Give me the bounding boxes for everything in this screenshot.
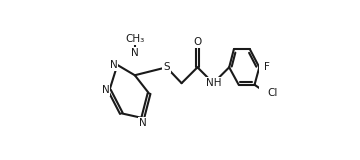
Text: CH₃: CH₃ <box>125 34 144 44</box>
Text: NH: NH <box>206 78 221 88</box>
Text: O: O <box>193 37 202 47</box>
Text: S: S <box>163 62 170 72</box>
Text: N: N <box>109 60 117 70</box>
Text: N: N <box>131 48 139 58</box>
Text: N: N <box>139 118 147 128</box>
Text: Cl: Cl <box>267 88 278 99</box>
Text: F: F <box>264 62 270 72</box>
Text: N: N <box>102 85 109 95</box>
